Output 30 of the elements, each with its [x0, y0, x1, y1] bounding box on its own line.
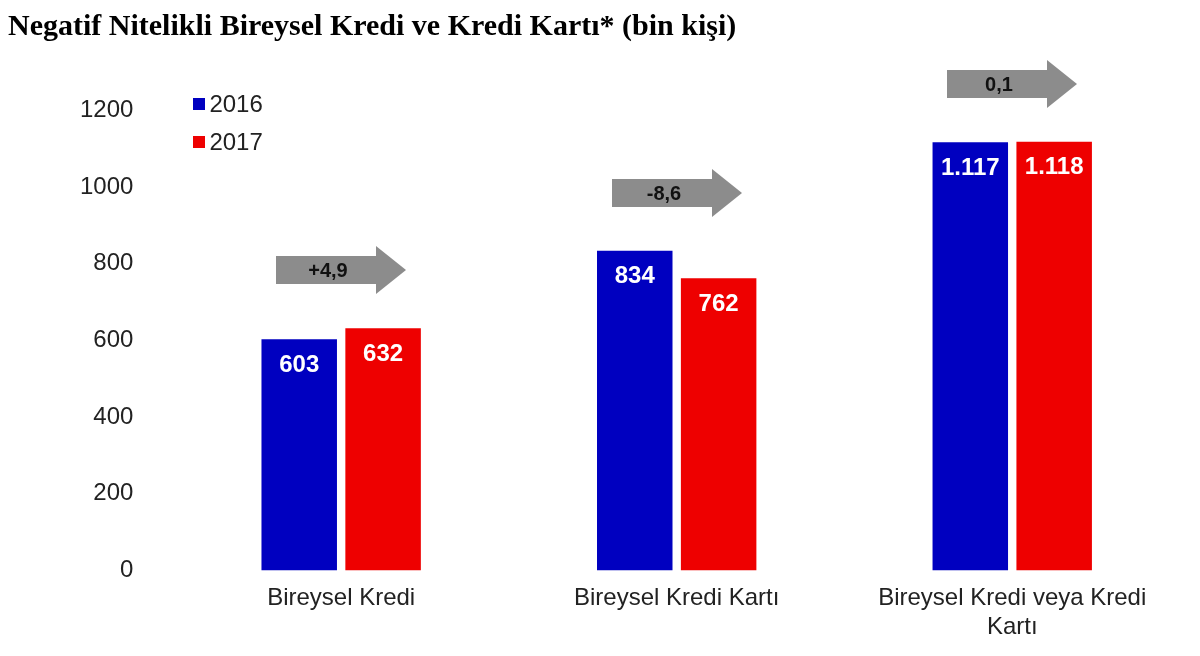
- data-label: 1.117: [940, 152, 1000, 180]
- x-tick-label: Bireysel Kredi: [267, 583, 416, 611]
- legend-label: 2017: [209, 128, 263, 157]
- y-tick-label: 800: [93, 248, 134, 276]
- y-tick-label: 600: [93, 325, 134, 353]
- chart-title: Negatif Nitelikli Bireysel Kredi ve Kredi Kartı* (bin kişi): [8, 8, 737, 42]
- x-tick-label: Bireysel Kredi Kartı: [573, 583, 780, 611]
- bar: [1016, 141, 1092, 571]
- data-label: 762: [698, 288, 739, 316]
- bar: [597, 250, 673, 571]
- y-tick-label: 1200: [80, 95, 134, 123]
- bar: [680, 278, 757, 571]
- x-tick-label: Bireysel Kredi veya Kredi Kartı: [878, 583, 1147, 640]
- y-tick-label: 1000: [80, 171, 134, 199]
- y-tick-label: 0: [120, 555, 134, 583]
- arrow-icon: +4,9: [276, 246, 407, 295]
- legend-label: 2016: [209, 90, 263, 119]
- y-tick-label: 400: [93, 401, 134, 429]
- bar: [345, 328, 421, 571]
- annotation: -8,6: [646, 181, 681, 204]
- annotation: +4,9: [308, 259, 348, 282]
- bar: [932, 142, 1009, 571]
- bar: [261, 339, 337, 571]
- y-tick-label: 200: [93, 478, 134, 506]
- arrow-icon: 0,1: [947, 59, 1078, 108]
- data-label: 632: [363, 338, 404, 366]
- data-label: 1.118: [1024, 152, 1084, 180]
- arrow-icon: -8,6: [611, 168, 742, 217]
- data-label: 603: [279, 349, 320, 377]
- data-label: 834: [614, 261, 656, 289]
